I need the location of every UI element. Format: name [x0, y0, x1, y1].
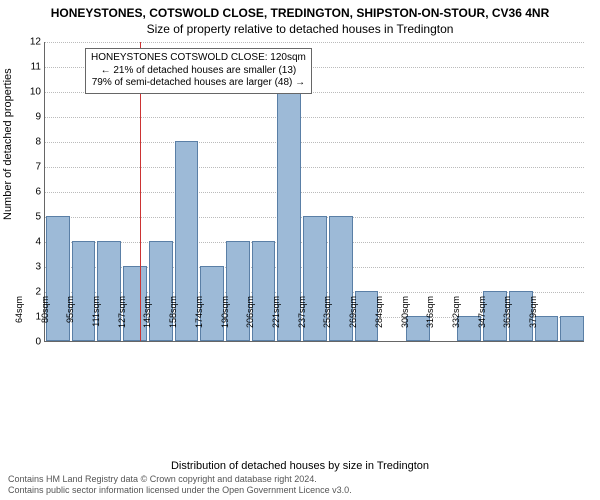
- annotation-line-3: 79% of semi-detached houses are larger (…: [91, 77, 306, 90]
- y-axis-label: Number of detached properties: [2, 68, 14, 220]
- chart-title-sub: Size of property relative to detached ho…: [0, 20, 600, 36]
- annotation-box: HONEYSTONES COTSWOLD CLOSE: 120sqm← 21% …: [85, 48, 312, 94]
- x-tick-label: 332sqm: [451, 296, 461, 344]
- x-axis-label: Distribution of detached houses by size …: [0, 460, 600, 472]
- x-tick-label: 111sqm: [91, 296, 101, 344]
- gridline: [45, 142, 584, 143]
- footer-line1: Contains HM Land Registry data © Crown c…: [8, 474, 352, 485]
- gridline: [45, 42, 584, 43]
- x-tick-label: 363sqm: [502, 296, 512, 344]
- y-tick-label: 10: [25, 87, 45, 98]
- x-tick-label: 253sqm: [322, 296, 332, 344]
- footer-line2: Contains public sector information licen…: [8, 485, 352, 496]
- chart-area: 012345678910111264sqm80sqm95sqm111sqm127…: [44, 42, 584, 402]
- gridline: [45, 167, 584, 168]
- y-tick-label: 3: [25, 262, 45, 273]
- plot-area: 012345678910111264sqm80sqm95sqm111sqm127…: [44, 42, 584, 342]
- x-tick-label: 269sqm: [348, 296, 358, 344]
- x-tick-label: 127sqm: [117, 296, 127, 344]
- x-tick-label: 237sqm: [297, 296, 307, 344]
- x-tick-label: 300sqm: [400, 296, 410, 344]
- y-tick-label: 8: [25, 137, 45, 148]
- chart-title-main: HONEYSTONES, COTSWOLD CLOSE, TREDINGTON,…: [0, 0, 600, 20]
- histogram-bar: [535, 316, 559, 341]
- x-tick-label: 190sqm: [220, 296, 230, 344]
- gridline: [45, 192, 584, 193]
- x-tick-label: 316sqm: [425, 296, 435, 344]
- x-tick-label: 174sqm: [194, 296, 204, 344]
- histogram-bar: [560, 316, 584, 341]
- footer-attribution: Contains HM Land Registry data © Crown c…: [8, 474, 352, 496]
- x-tick-label: 64sqm: [14, 296, 24, 344]
- y-tick-label: 6: [25, 187, 45, 198]
- x-tick-label: 379sqm: [528, 296, 538, 344]
- y-tick-label: 11: [25, 62, 45, 73]
- x-tick-label: 80sqm: [40, 296, 50, 344]
- x-tick-label: 143sqm: [142, 296, 152, 344]
- x-tick-label: 284sqm: [374, 296, 384, 344]
- annotation-line-1: HONEYSTONES COTSWOLD CLOSE: 120sqm: [91, 52, 306, 65]
- gridline: [45, 117, 584, 118]
- y-tick-label: 9: [25, 112, 45, 123]
- x-tick-label: 206sqm: [245, 296, 255, 344]
- y-tick-label: 7: [25, 162, 45, 173]
- y-tick-label: 4: [25, 237, 45, 248]
- y-tick-label: 5: [25, 212, 45, 223]
- x-tick-label: 95sqm: [65, 296, 75, 344]
- x-tick-label: 158sqm: [168, 296, 178, 344]
- y-tick-label: 12: [25, 37, 45, 48]
- x-tick-label: 221sqm: [271, 296, 281, 344]
- annotation-line-2: ← 21% of detached houses are smaller (13…: [91, 65, 306, 78]
- x-tick-label: 347sqm: [477, 296, 487, 344]
